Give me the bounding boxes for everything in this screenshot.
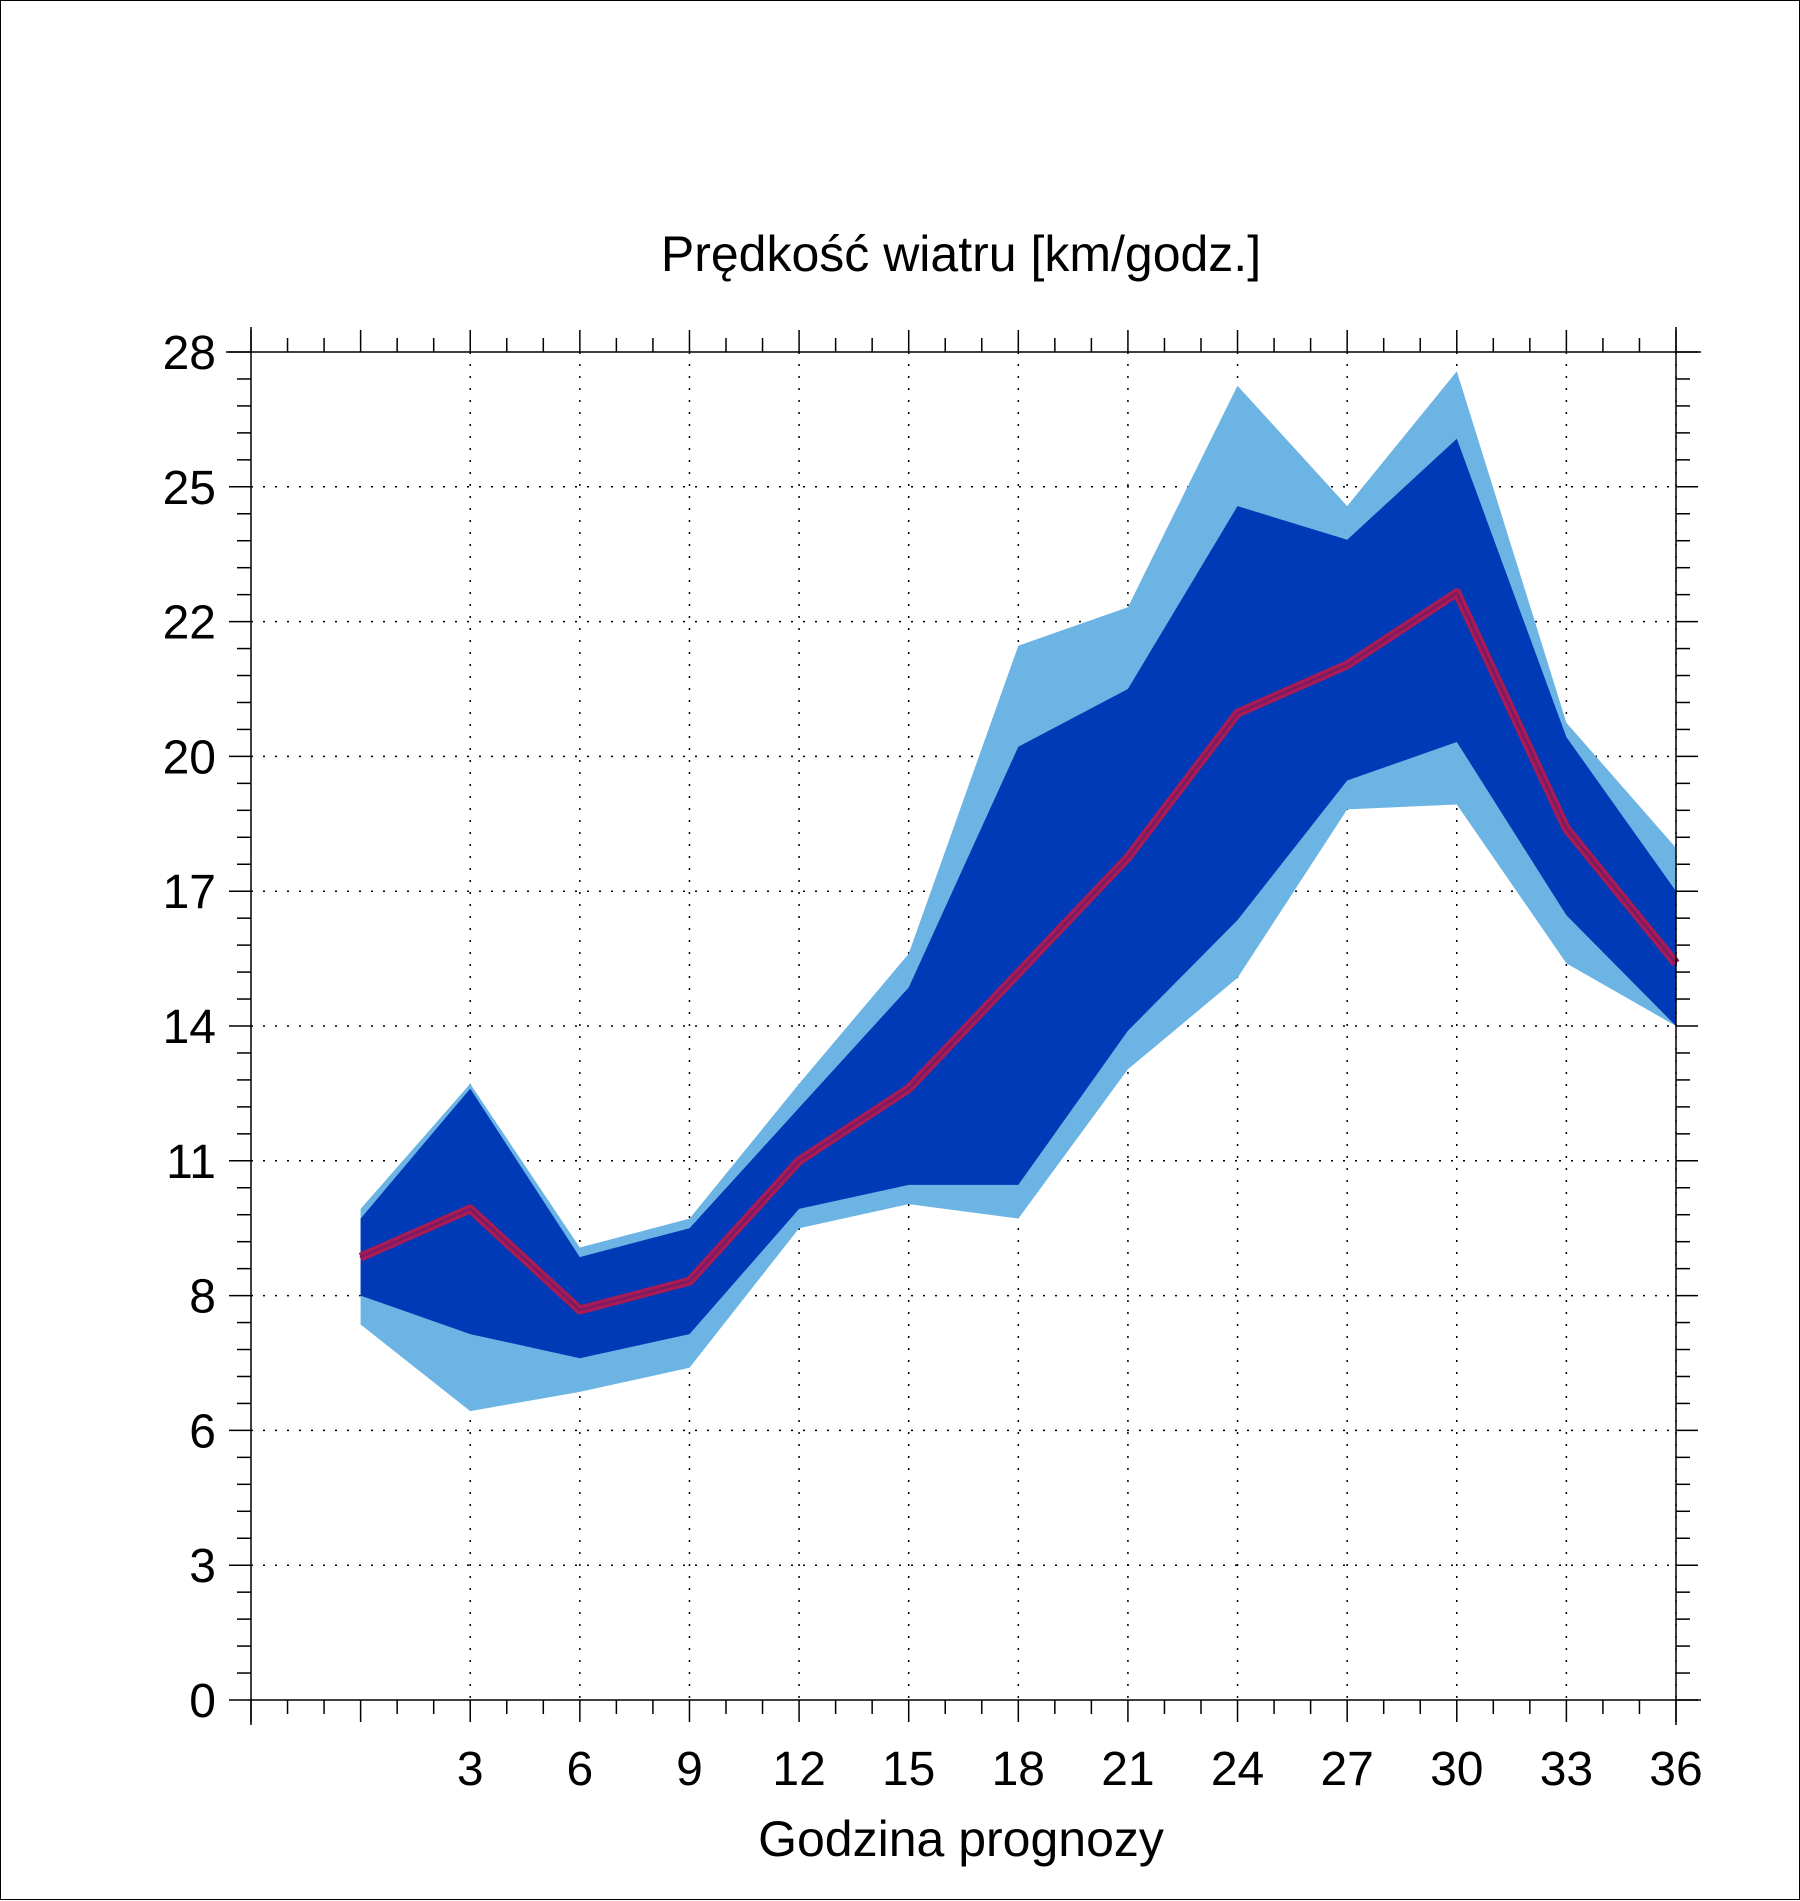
axes bbox=[226, 327, 1701, 1725]
median-point bbox=[688, 1280, 691, 1283]
y-tick-label: 20 bbox=[163, 731, 216, 784]
y-tick-label: 22 bbox=[163, 597, 216, 650]
x-tick-label: 27 bbox=[1320, 1743, 1373, 1796]
median-point bbox=[1017, 972, 1020, 975]
x-tick-label: 24 bbox=[1211, 1743, 1264, 1796]
y-tick-label: 14 bbox=[163, 1001, 216, 1054]
median-point bbox=[907, 1087, 910, 1090]
y-tick-label: 17 bbox=[163, 866, 216, 919]
x-tick-label: 18 bbox=[992, 1743, 1045, 1796]
x-axis-label: Godzina prognozy bbox=[758, 1811, 1164, 1867]
y-tick-label: 28 bbox=[163, 327, 216, 380]
x-tick-label: 33 bbox=[1540, 1743, 1593, 1796]
x-tick-label: 15 bbox=[882, 1743, 935, 1796]
x-tick-label: 21 bbox=[1101, 1743, 1154, 1796]
y-tick-label: 6 bbox=[189, 1405, 216, 1458]
median-point bbox=[359, 1256, 362, 1259]
y-tick-label: 11 bbox=[166, 1136, 216, 1189]
median-point bbox=[1346, 663, 1349, 666]
median-point bbox=[469, 1207, 472, 1210]
median-point bbox=[1455, 591, 1458, 594]
median-point bbox=[1565, 827, 1568, 830]
x-tick-label: 6 bbox=[566, 1743, 593, 1796]
y-tick-label: 8 bbox=[189, 1271, 216, 1324]
x-tick-label: 36 bbox=[1649, 1743, 1702, 1796]
x-tick-label: 12 bbox=[772, 1743, 825, 1796]
median-point bbox=[798, 1159, 801, 1162]
median-line-group bbox=[358, 588, 1680, 1315]
median-point bbox=[578, 1309, 581, 1312]
y-tick-label: 0 bbox=[189, 1675, 216, 1728]
median-point bbox=[1126, 856, 1129, 859]
x-tick-label: 9 bbox=[676, 1743, 703, 1796]
y-tick-label: 25 bbox=[163, 462, 216, 515]
x-tick-label: 3 bbox=[457, 1743, 484, 1796]
y-tick-label: 3 bbox=[189, 1540, 216, 1593]
median-point bbox=[1236, 712, 1239, 715]
chart-title: Prędkość wiatru [km/godz.] bbox=[661, 226, 1261, 282]
x-tick-label: 30 bbox=[1430, 1743, 1483, 1796]
